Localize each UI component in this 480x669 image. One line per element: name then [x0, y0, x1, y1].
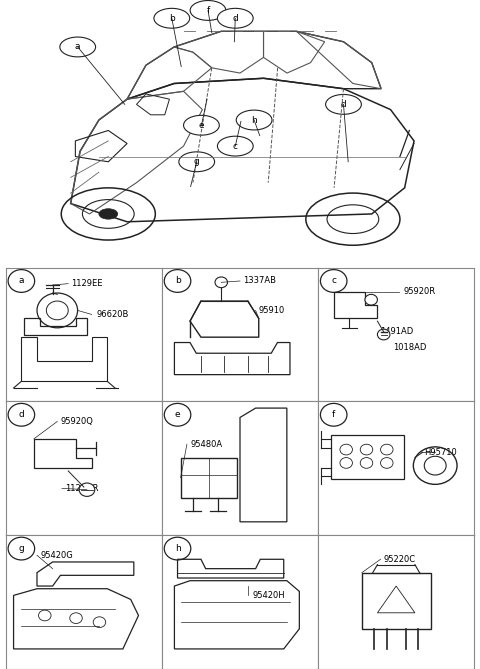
Text: 1018AD: 1018AD [393, 343, 426, 353]
Text: c: c [331, 276, 336, 286]
Text: d: d [232, 14, 238, 23]
Circle shape [154, 8, 190, 28]
Text: H95710: H95710 [424, 448, 457, 457]
Text: 1125DR: 1125DR [65, 484, 98, 493]
Text: d: d [341, 100, 347, 109]
Circle shape [8, 270, 35, 292]
Circle shape [60, 37, 96, 57]
Text: 95910: 95910 [259, 306, 285, 315]
Text: 95220C: 95220C [384, 555, 416, 564]
Text: 96620B: 96620B [96, 310, 129, 319]
Text: a: a [19, 276, 24, 286]
Circle shape [183, 115, 219, 135]
Circle shape [8, 537, 35, 560]
Text: f: f [206, 6, 210, 15]
Circle shape [190, 1, 226, 20]
Circle shape [164, 270, 191, 292]
Text: d: d [19, 410, 24, 419]
Circle shape [377, 329, 390, 340]
Text: 1491AD: 1491AD [381, 327, 414, 337]
Circle shape [321, 403, 347, 426]
Text: g: g [19, 544, 24, 553]
Circle shape [8, 403, 35, 426]
Text: 95920Q: 95920Q [60, 417, 93, 426]
Circle shape [217, 8, 253, 28]
Circle shape [79, 483, 95, 496]
Circle shape [164, 403, 191, 426]
Text: 1129EE: 1129EE [72, 279, 103, 288]
Text: 95420H: 95420H [252, 591, 285, 600]
Text: e: e [175, 410, 180, 419]
Circle shape [236, 110, 272, 130]
Text: a: a [75, 42, 81, 52]
Text: h: h [251, 116, 257, 124]
Circle shape [99, 209, 118, 219]
Text: f: f [332, 410, 336, 419]
Text: 95920R: 95920R [404, 287, 436, 296]
Circle shape [321, 270, 347, 292]
Text: h: h [175, 544, 180, 553]
Circle shape [164, 537, 191, 560]
Text: 1337AB: 1337AB [243, 276, 276, 286]
Text: 95420G: 95420G [40, 551, 73, 560]
Text: 95480A: 95480A [190, 440, 222, 449]
Text: c: c [233, 142, 238, 151]
Circle shape [217, 136, 253, 156]
Text: b: b [175, 276, 180, 286]
Text: e: e [199, 120, 204, 130]
Text: b: b [169, 14, 175, 23]
Circle shape [325, 94, 361, 114]
Circle shape [179, 152, 215, 172]
Circle shape [365, 294, 377, 305]
Text: g: g [194, 157, 200, 167]
